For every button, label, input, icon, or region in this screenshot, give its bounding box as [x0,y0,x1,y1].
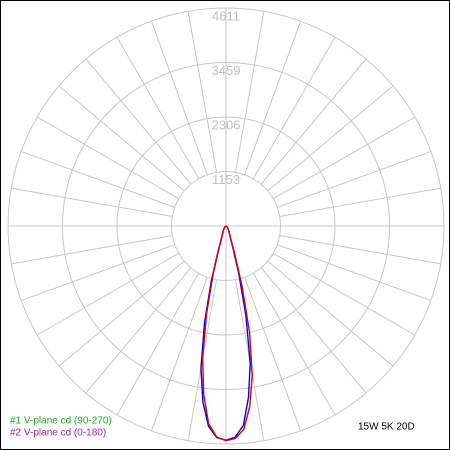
radial-line [11,187,173,218]
radial-line [58,260,185,367]
grid-ring [7,7,445,445]
curves [200,225,253,442]
radial-line [116,36,200,180]
radial-line [234,11,265,173]
r-tick-label: 2306 [212,117,241,132]
radial-line [116,272,200,416]
radial-line [58,85,185,192]
series-line [201,225,253,442]
grid-ring [61,61,391,391]
radial-line [279,187,441,218]
grid-ring [170,170,282,282]
r-tick-label: 3459 [212,63,241,78]
radial-line [252,36,336,180]
radial-line [267,85,394,192]
legend-entry: #1 V-plane cd (90-270) [10,416,112,427]
radial-line [187,11,218,173]
radial-line [244,20,302,175]
r-tick-label: 1153 [212,172,240,187]
radial-line [260,58,367,185]
radial-line [277,150,432,208]
radial-line [277,244,432,302]
radial-line [20,150,175,208]
radial-line [85,267,192,394]
radial-line [11,234,173,265]
radial-line [252,272,336,416]
r-tick-label: 4611 [212,8,240,23]
radial-line [267,260,394,367]
grid-ring [116,116,336,336]
radial-line [260,267,367,394]
radial-line [272,252,416,336]
radial-line [36,116,180,200]
radial-line [150,277,208,432]
radial-line [20,244,175,302]
radial-line [36,252,180,336]
radial-line [272,116,416,200]
radial-line [150,20,208,175]
radial-line [85,58,192,185]
legend-entry: #2 V-plane cd (0-180) [10,428,106,439]
annotation: 15W 5K 20D [358,422,415,433]
radial-line [279,234,441,265]
radial-line [244,277,302,432]
